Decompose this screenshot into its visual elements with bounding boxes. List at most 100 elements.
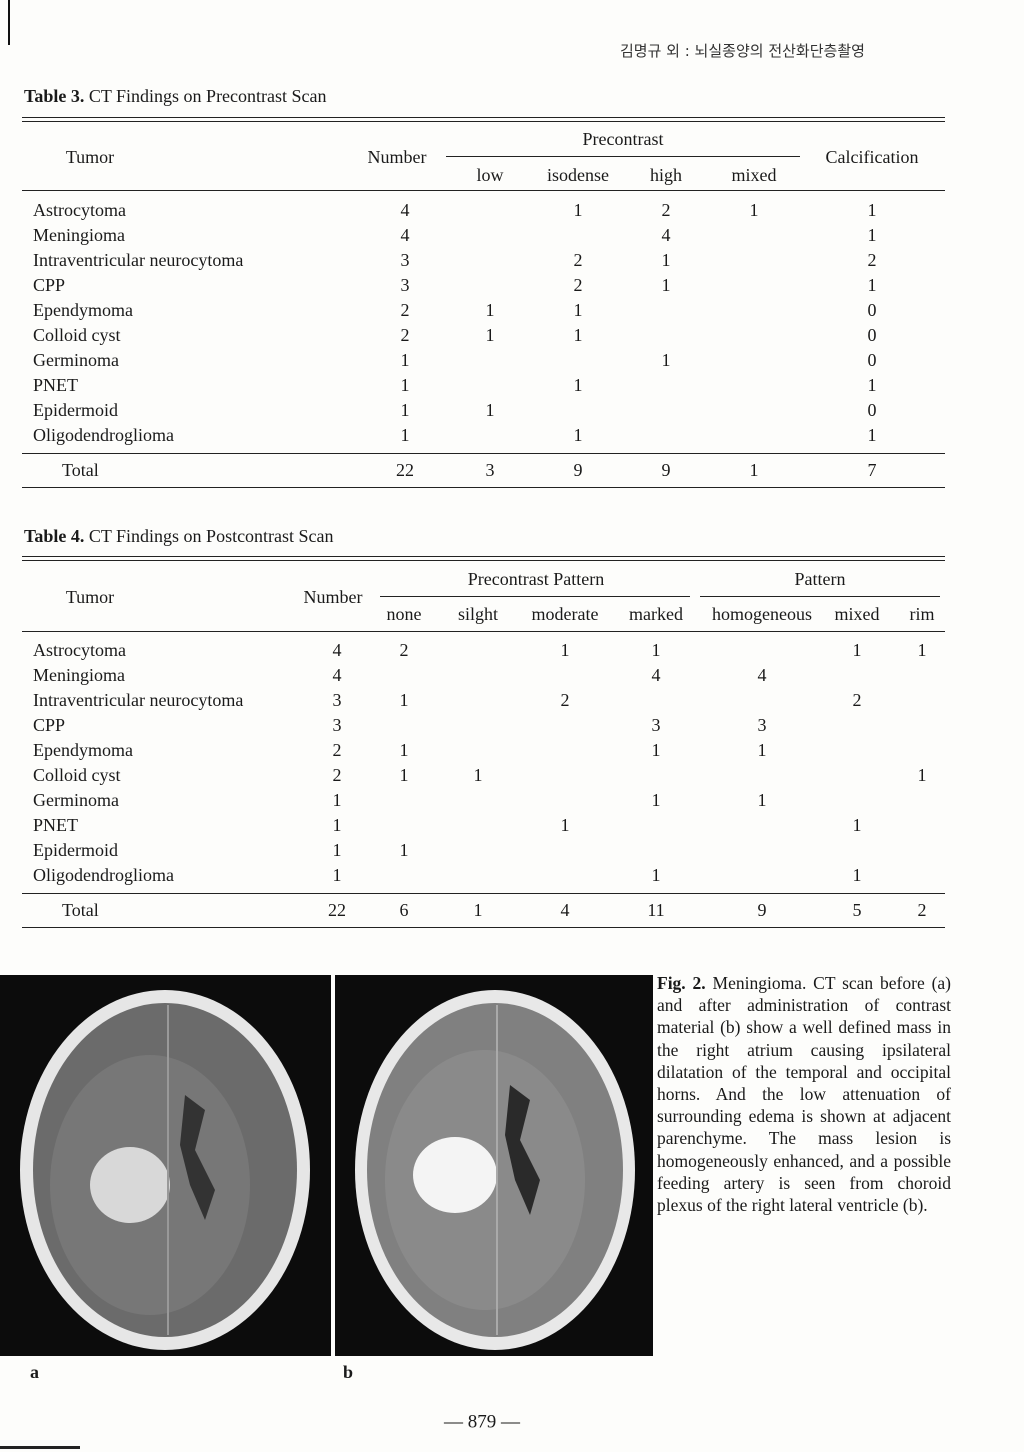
figure-text: Meningioma. CT scan before (a) and after… xyxy=(657,973,951,1216)
table-cell: 3 xyxy=(757,715,767,735)
table-cell: 1 xyxy=(867,275,877,295)
total-cell: 6 xyxy=(399,900,409,920)
table-title: CT Findings on Precontrast Scan xyxy=(88,86,327,106)
rule xyxy=(22,556,945,557)
total-cell: 1 xyxy=(473,900,483,920)
table-cell: 4 xyxy=(400,200,410,220)
column-header: mixed xyxy=(731,165,777,185)
group-header: Precontrast xyxy=(582,129,664,149)
column-header: high xyxy=(649,165,683,185)
table-cell: 2 xyxy=(852,690,862,710)
table-cell: 4 xyxy=(757,665,767,685)
ct-image xyxy=(0,975,331,1356)
figure-label: Fig. 2. xyxy=(657,973,706,993)
table-cell: 2 xyxy=(399,640,409,660)
table-cell: 1 xyxy=(332,865,342,885)
table-cell: 1 xyxy=(867,375,877,395)
table-cell: 1 xyxy=(573,325,583,345)
tumor-name: Meningioma xyxy=(33,665,125,685)
table-cell: 1 xyxy=(867,200,877,220)
table-cell: 3 xyxy=(332,715,342,735)
table-title: CT Findings on Postcontrast Scan xyxy=(88,526,334,546)
table-cell: 1 xyxy=(661,250,671,270)
table-cell: 1 xyxy=(332,840,342,860)
tumor-name: PNET xyxy=(33,815,78,835)
column-header: marked xyxy=(629,604,683,624)
rule xyxy=(22,190,945,191)
table-cell: 1 xyxy=(757,740,767,760)
table-cell: 0 xyxy=(867,350,877,370)
column-header: rim xyxy=(909,604,935,624)
table-cell: 1 xyxy=(560,640,570,660)
table-cell: 2 xyxy=(867,250,877,270)
table-cell: 1 xyxy=(485,325,495,345)
total-cell: 22 xyxy=(396,460,414,480)
table-cell: 1 xyxy=(485,300,495,320)
table-cell: 1 xyxy=(573,375,583,395)
table-cell: 0 xyxy=(867,300,877,320)
column-header: mixed xyxy=(834,604,880,624)
column-header: Calcification xyxy=(825,147,919,167)
table-cell: 1 xyxy=(661,350,671,370)
figure-caption: Fig. 2. Meningioma. CT scan before (a) a… xyxy=(657,972,951,1216)
tumor-name: Germinoma xyxy=(33,350,119,370)
table-cell: 1 xyxy=(852,640,862,660)
table-cell: 1 xyxy=(917,765,927,785)
rule xyxy=(380,596,690,597)
table-cell: 1 xyxy=(867,425,877,445)
tumor-name: Intraventricular neurocytoma xyxy=(33,250,244,270)
tumor-name: Epidermoid xyxy=(33,840,118,860)
rule xyxy=(446,156,800,157)
table-cell: 1 xyxy=(399,740,409,760)
total-cell: 4 xyxy=(560,900,570,920)
total-label: Total xyxy=(62,900,99,920)
table-cell: 3 xyxy=(400,250,410,270)
table-cell: 3 xyxy=(332,690,342,710)
table-cell: 1 xyxy=(400,400,410,420)
table-cell: 2 xyxy=(573,275,583,295)
table-cell: 1 xyxy=(651,865,661,885)
table-cell: 1 xyxy=(399,840,409,860)
tumor-name: Oligodendroglioma xyxy=(33,425,174,445)
table-cell: 1 xyxy=(332,790,342,810)
table-cell: 1 xyxy=(867,225,877,245)
table-cell: 1 xyxy=(852,815,862,835)
panel-label: a xyxy=(30,1362,39,1382)
table-cell: 4 xyxy=(332,640,342,660)
total-cell: 7 xyxy=(867,460,877,480)
edge-mark xyxy=(0,1446,80,1449)
table-cell: 2 xyxy=(560,690,570,710)
table-cell: 1 xyxy=(661,275,671,295)
table-cell: 3 xyxy=(651,715,661,735)
column-header: silght xyxy=(457,604,499,624)
table-cell: 2 xyxy=(332,765,342,785)
ct-image xyxy=(335,975,653,1356)
group-header: Precontrast Pattern xyxy=(467,569,605,589)
running-header: 김명규 외 : 뇌실종양의 전산화단층촬영 xyxy=(620,42,865,60)
rule xyxy=(22,560,945,561)
table-cell: 3 xyxy=(400,275,410,295)
table-cell: 4 xyxy=(661,225,671,245)
column-header: moderate xyxy=(531,604,599,624)
table-cell: 1 xyxy=(399,765,409,785)
panel-label: b xyxy=(343,1362,354,1382)
table-cell: 1 xyxy=(400,350,410,370)
table-cell: 1 xyxy=(757,790,767,810)
table-cell: 4 xyxy=(400,225,410,245)
tumor-name: Germinoma xyxy=(33,790,119,810)
table-cell: 1 xyxy=(573,425,583,445)
rule xyxy=(22,121,945,122)
table-caption: Table 3. CT Findings on Precontrast Scan xyxy=(24,86,327,107)
table-cell: 1 xyxy=(560,815,570,835)
table-cell: 2 xyxy=(332,740,342,760)
table-cell: 1 xyxy=(852,865,862,885)
tumor-name: Intraventricular neurocytoma xyxy=(33,690,244,710)
table-cell: 1 xyxy=(651,790,661,810)
table-cell: 0 xyxy=(867,400,877,420)
rule xyxy=(22,631,945,632)
table-cell: 4 xyxy=(332,665,342,685)
table-label: Table 4. xyxy=(24,526,85,546)
table-cell: 0 xyxy=(867,325,877,345)
tumor-name: Epidermoid xyxy=(33,400,118,420)
